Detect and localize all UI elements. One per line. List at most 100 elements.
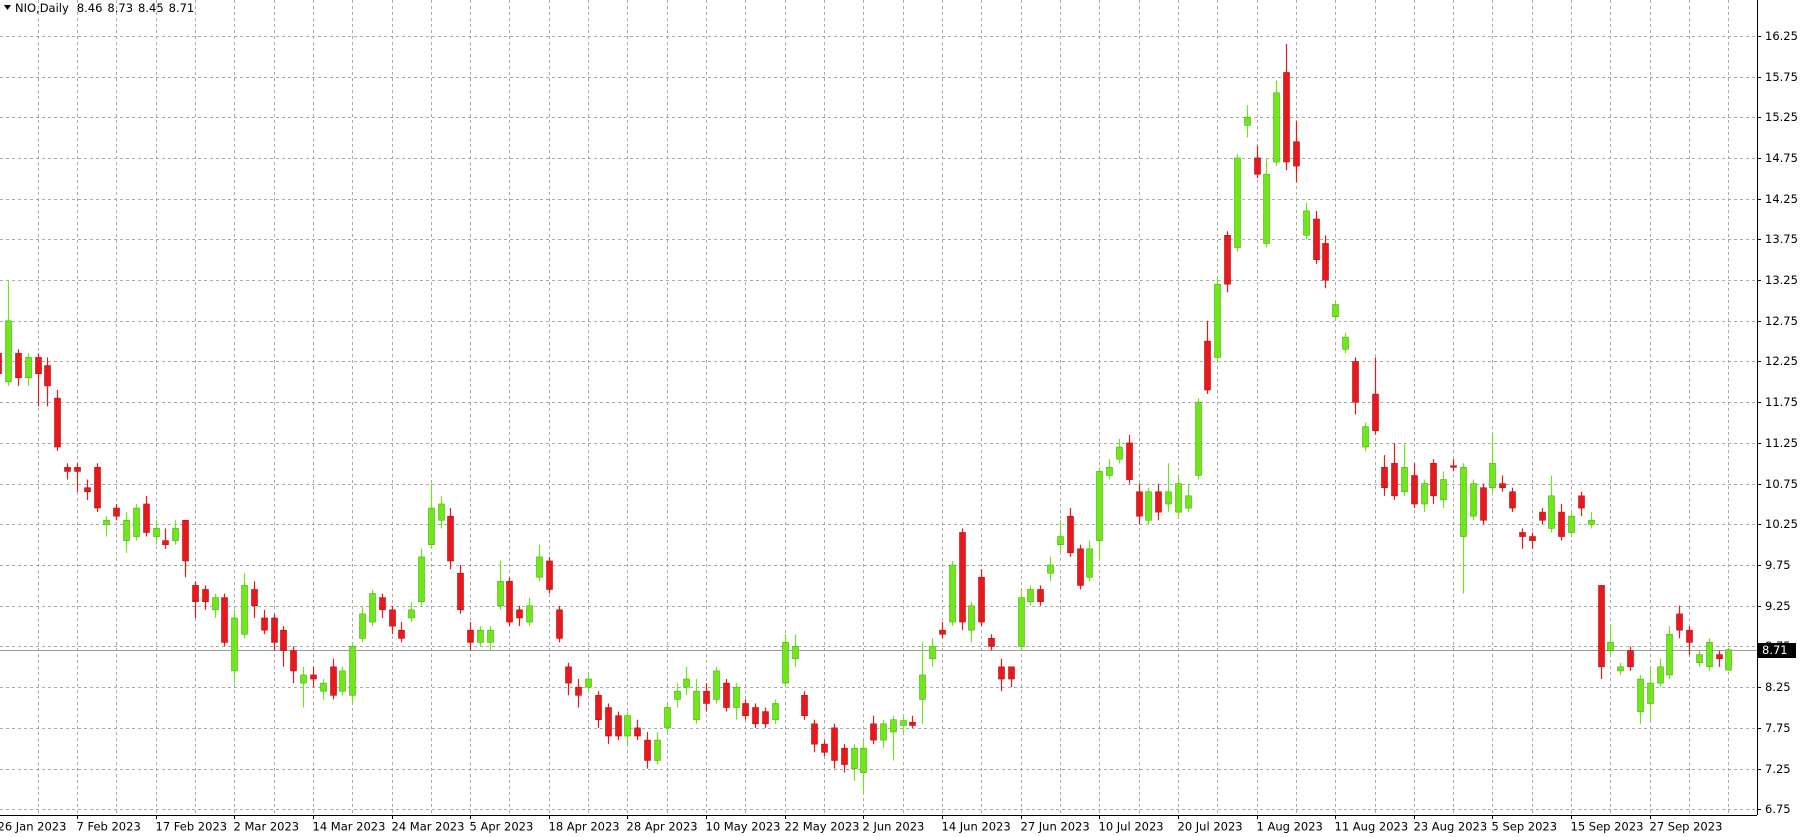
candle-body <box>556 609 563 639</box>
x-tick-label: 2 Mar 2023 <box>234 820 300 834</box>
y-tick-label: 7.75 <box>1765 721 1791 735</box>
candle-body <box>123 519 130 541</box>
candle-body <box>1342 336 1349 350</box>
x-tick-label: 5 Sep 2023 <box>1492 820 1558 834</box>
candle-body <box>487 629 494 643</box>
candle-body <box>162 540 169 545</box>
y-tick-label: 9.25 <box>1765 599 1791 613</box>
candle-body <box>1578 495 1585 509</box>
x-tick-label: 1 Aug 2023 <box>1257 820 1323 834</box>
x-tick-label: 11 Aug 2023 <box>1335 820 1409 834</box>
candle-body <box>349 646 356 696</box>
candle-body <box>438 503 445 521</box>
candle-body <box>1165 491 1172 505</box>
candle-body <box>1313 218 1320 261</box>
candle-body <box>624 715 631 737</box>
header-close: 8.71 <box>169 1 195 15</box>
y-tick-label: 16.25 <box>1765 29 1798 43</box>
candle-body <box>182 519 189 562</box>
candle-body <box>1430 462 1437 497</box>
x-tick-label: 7 Feb 2023 <box>77 820 141 834</box>
candle-body <box>153 528 160 537</box>
candle-body <box>1086 548 1093 578</box>
y-tick-label: 12.75 <box>1765 314 1798 328</box>
candle-body <box>143 503 150 533</box>
candle-body <box>634 727 641 737</box>
candles <box>0 43 1732 794</box>
candle-body <box>959 532 966 623</box>
candle-body <box>1440 479 1447 501</box>
candle-body <box>900 720 907 726</box>
candle-body <box>723 682 730 708</box>
y-tick-label: 15.75 <box>1765 70 1798 84</box>
candle-body <box>1273 92 1280 163</box>
candle-body <box>1411 475 1418 505</box>
candle-body <box>929 646 936 659</box>
y-tick-label: 15.25 <box>1765 110 1798 124</box>
candle-body <box>1558 511 1565 537</box>
candle-body <box>418 556 425 602</box>
candle-body <box>94 467 101 509</box>
candle-body <box>851 747 858 769</box>
y-tick-label: 10.75 <box>1765 477 1798 491</box>
candle-body <box>0 353 2 375</box>
candle-body <box>74 467 81 472</box>
candle-body <box>339 670 346 692</box>
candle-body <box>1617 666 1624 672</box>
candle-body <box>280 629 287 651</box>
candle-body <box>919 674 926 700</box>
candle-body <box>1067 515 1074 554</box>
y-tick-label: 13.75 <box>1765 232 1798 246</box>
candle-body <box>172 528 179 541</box>
y-tick-label: 9.75 <box>1765 558 1791 572</box>
candle-body <box>506 581 513 623</box>
menu-triangle[interactable] <box>4 5 11 10</box>
candle-body <box>811 723 818 745</box>
candle-body <box>1303 210 1310 236</box>
x-tick-label: 28 Apr 2023 <box>627 820 698 834</box>
candle-body <box>84 487 91 493</box>
candle-body <box>792 646 799 659</box>
candle-body <box>860 747 867 773</box>
y-tick-label: 6.75 <box>1765 802 1791 816</box>
x-tick-label: 14 Jun 2023 <box>942 820 1011 834</box>
candle-body <box>251 589 258 607</box>
candle-body <box>408 609 415 619</box>
candle-body <box>1332 304 1339 318</box>
candle-body <box>457 572 464 611</box>
candle-body <box>713 670 720 700</box>
candle-body <box>398 629 405 639</box>
candle-body <box>1145 491 1152 521</box>
x-tick-label: 27 Jun 2023 <box>1021 820 1090 834</box>
candle-body <box>821 743 828 753</box>
y-tick-label: 13.25 <box>1765 273 1798 287</box>
candle-body <box>133 507 140 537</box>
candle-body <box>1057 536 1064 545</box>
candle-body <box>1362 426 1369 448</box>
y-tick-label: 11.25 <box>1765 436 1798 450</box>
candle-body <box>536 556 543 578</box>
candle-body <box>103 519 110 525</box>
candle-body <box>1647 682 1654 704</box>
candle-body <box>1529 536 1536 541</box>
candle-body <box>585 678 592 688</box>
candle-body <box>1509 491 1516 509</box>
candle-body <box>1293 141 1300 167</box>
candle-body <box>320 682 327 692</box>
candle-body <box>1372 393 1379 432</box>
candle-body <box>546 560 553 590</box>
candle-body <box>1234 157 1241 248</box>
header-low: 8.45 <box>138 1 164 15</box>
candle-body <box>1450 465 1457 468</box>
x-tick-label: 5 Apr 2023 <box>470 820 534 834</box>
candle-body <box>1489 462 1496 488</box>
candle-body <box>477 629 484 643</box>
candle-body <box>261 617 268 631</box>
candle-body <box>1185 495 1192 509</box>
candle-body <box>1204 340 1211 391</box>
candle-body <box>762 711 769 725</box>
candle-body <box>516 609 523 619</box>
candle-body <box>1352 361 1359 403</box>
candle-body <box>1470 483 1477 517</box>
